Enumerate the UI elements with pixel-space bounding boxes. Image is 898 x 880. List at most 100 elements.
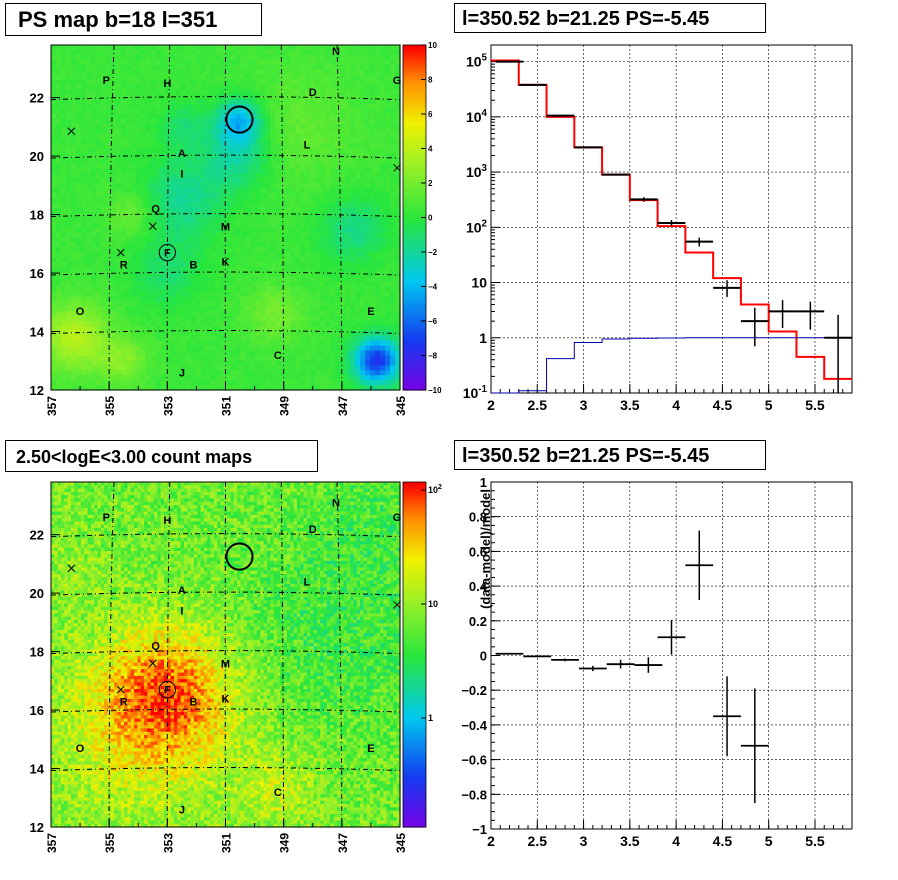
map-pixel	[66, 193, 72, 199]
map-pixel	[380, 173, 386, 179]
map-pixel	[360, 89, 366, 95]
map-pixel	[230, 50, 236, 56]
map-pixel	[171, 306, 177, 312]
map-pixel	[290, 149, 296, 155]
map-pixel	[345, 262, 351, 268]
map-pixel	[141, 242, 147, 248]
map-pixel	[390, 326, 396, 332]
map-pixel	[350, 99, 356, 105]
map-pixel	[201, 178, 207, 184]
colorbar-cell	[403, 45, 426, 49]
map-pixel	[375, 291, 381, 297]
map-pixel	[285, 183, 291, 189]
map-pixel	[171, 119, 177, 125]
map-pixel	[141, 380, 147, 386]
map-pixel	[325, 80, 331, 86]
map-pixel	[176, 188, 182, 194]
map-pixel	[380, 311, 386, 317]
map-pixel	[235, 55, 241, 61]
map-pixel	[151, 296, 157, 302]
map-pixel	[66, 356, 72, 362]
map-pixel	[245, 267, 251, 273]
map-pixel	[86, 158, 92, 164]
map-pixel	[136, 336, 142, 342]
map-pixel	[315, 70, 321, 76]
map-pixel	[161, 218, 167, 224]
map-pixel	[375, 203, 381, 209]
map-pixel	[61, 326, 67, 332]
map-pixel	[81, 375, 87, 381]
map-pixel	[91, 218, 97, 224]
map-pixel	[360, 296, 366, 302]
map-pixel	[136, 144, 142, 150]
map-pixel	[216, 139, 222, 145]
map-pixel	[81, 139, 87, 145]
map-pixel	[106, 282, 112, 288]
map-pixel	[260, 277, 266, 283]
map-pixel	[116, 80, 122, 86]
map-pixel	[315, 203, 321, 209]
map-pixel	[390, 119, 396, 125]
map-pixel	[141, 168, 147, 174]
map-pixel	[240, 119, 246, 125]
map-pixel	[270, 89, 276, 95]
map-pixel	[201, 375, 207, 381]
map-pixel	[146, 287, 152, 293]
map-pixel	[305, 346, 311, 352]
map-pixel	[240, 257, 246, 263]
map-pixel	[196, 356, 202, 362]
map-pixel	[235, 331, 241, 337]
map-pixel	[260, 287, 266, 293]
map-pixel	[106, 45, 112, 51]
map-pixel	[350, 267, 356, 273]
map-pixel	[310, 104, 316, 110]
y-tick-label: 22	[30, 91, 44, 106]
map-pixel	[56, 218, 62, 224]
map-pixel	[91, 321, 97, 327]
map-pixel	[390, 55, 396, 61]
map-pixel	[86, 227, 92, 233]
map-pixel	[196, 99, 202, 105]
map-pixel	[81, 360, 87, 366]
map-pixel	[365, 346, 371, 352]
map-pixel	[285, 252, 291, 258]
map-pixel	[181, 237, 187, 243]
map-pixel	[146, 80, 152, 86]
map-pixel	[71, 45, 77, 51]
map-pixel	[156, 360, 162, 366]
map-pixel	[300, 178, 306, 184]
map-pixel	[146, 60, 152, 66]
map-pixel	[295, 203, 301, 209]
map-pixel	[166, 198, 172, 204]
map-pixel	[245, 331, 251, 337]
map-pixel	[141, 287, 147, 293]
map-pixel	[136, 158, 142, 164]
map-pixel	[61, 218, 67, 224]
map-pixel	[101, 158, 107, 164]
map-pixel	[365, 144, 371, 150]
map-pixel	[186, 351, 192, 357]
map-pixel	[385, 287, 391, 293]
map-pixel	[181, 227, 187, 233]
map-pixel	[375, 232, 381, 238]
map-pixel	[141, 232, 147, 238]
map-pixel	[275, 311, 281, 317]
map-pixel	[300, 114, 306, 120]
map-pixel	[335, 60, 341, 66]
map-pixel	[131, 336, 137, 342]
map-pixel	[290, 65, 296, 71]
map-pixel	[86, 94, 92, 100]
map-pixel	[196, 252, 202, 258]
map-pixel	[126, 149, 132, 155]
map-pixel	[380, 326, 386, 332]
map-pixel	[161, 153, 167, 159]
map-pixel	[66, 341, 72, 347]
map-pixel	[315, 178, 321, 184]
map-pixel	[116, 129, 122, 135]
map-pixel	[235, 188, 241, 194]
map-pixel	[186, 277, 192, 283]
map-pixel	[86, 124, 92, 130]
map-pixel	[196, 104, 202, 110]
source-label: A	[178, 148, 186, 160]
map-pixel	[51, 370, 57, 376]
